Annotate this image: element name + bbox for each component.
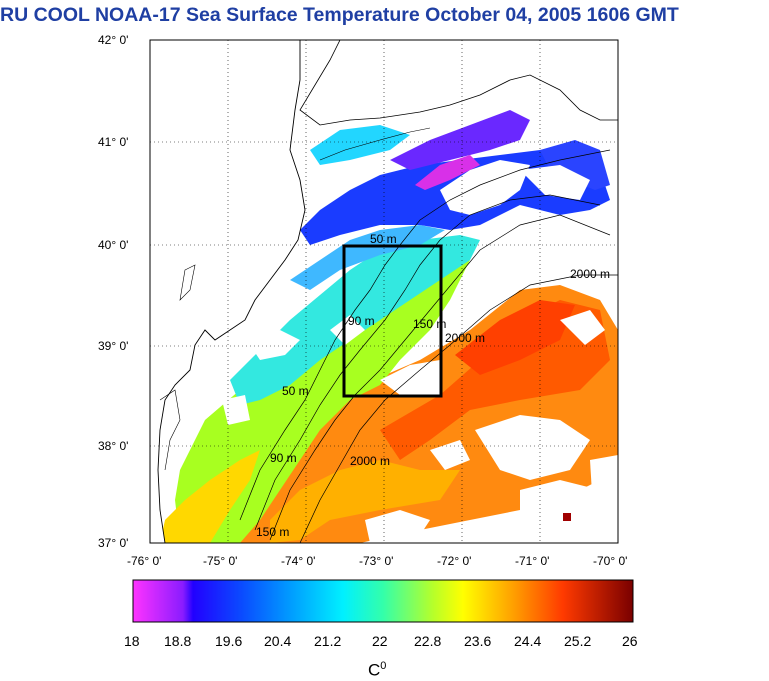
lon-label-75: -75° 0'	[203, 554, 238, 568]
sst-field	[160, 110, 618, 543]
isobath-label-90m: 90 m	[348, 314, 375, 328]
lon-label-76: -76° 0'	[127, 554, 162, 568]
lon-label-72: -72° 0'	[437, 554, 472, 568]
colorbar-unit-sup: 0	[380, 660, 387, 672]
colorbar-tick-21-2: 21.2	[314, 633, 342, 649]
lat-label-40: 40° 0'	[98, 238, 129, 252]
lon-label-70: -70° 0'	[593, 554, 628, 568]
colorbar-tick-22: 22	[372, 633, 388, 649]
lat-label-41: 41° 0'	[98, 135, 129, 149]
lat-label-39: 39° 0'	[98, 339, 129, 353]
isobath-label-150m-b: 150 m	[256, 525, 289, 539]
isobath-label-150m: 150 m	[413, 317, 446, 331]
isobath-label-50m: 50 m	[370, 232, 397, 246]
isobath-label-2000m-b: 2000 m	[445, 331, 485, 345]
colorbar-tick-20-4: 20.4	[264, 633, 292, 649]
colorbar-tick-22-8: 22.8	[414, 633, 442, 649]
lon-label-71: -71° 0'	[515, 554, 550, 568]
study-area-box	[342, 244, 443, 398]
colorbar	[132, 579, 634, 623]
colorbar-tick-18: 18	[124, 633, 140, 649]
land-coastline	[150, 40, 618, 543]
isobath-label-2000m-c: 2000 m	[350, 454, 390, 468]
lat-label-38: 38° 0'	[98, 439, 129, 453]
lon-label-73: -73° 0'	[359, 554, 394, 568]
colorbar-unit: C0	[368, 660, 386, 681]
isobath-label-2000m: 2000 m	[570, 267, 610, 281]
isobath-label-90m-b: 90 m	[270, 451, 297, 465]
colorbar-unit-base: C	[368, 660, 381, 680]
lat-label-42: 42° 0'	[98, 33, 129, 47]
lat-label-37: 37° 0'	[98, 536, 129, 550]
colorbar-tick-23-6: 23.6	[464, 633, 492, 649]
lon-label-74: -74° 0'	[281, 554, 316, 568]
colorbar-tick-18-8: 18.8	[164, 633, 192, 649]
isobath-lines	[239, 149, 618, 543]
map-title: RU COOL NOAA-17 Sea Surface Temperature …	[0, 4, 679, 26]
isobath-label-group: 50 m 50 m 90 m 90 m 150 m 150 m 2000 m 2…	[256, 232, 610, 539]
colorbar-tick-25-2: 25.2	[564, 633, 592, 649]
isobath-label-50m-b: 50 m	[282, 384, 309, 398]
colorbar-tick-24-4: 24.4	[514, 633, 542, 649]
colorbar-tick-26: 26	[622, 633, 638, 649]
colorbar-tick-19-6: 19.6	[215, 633, 243, 649]
